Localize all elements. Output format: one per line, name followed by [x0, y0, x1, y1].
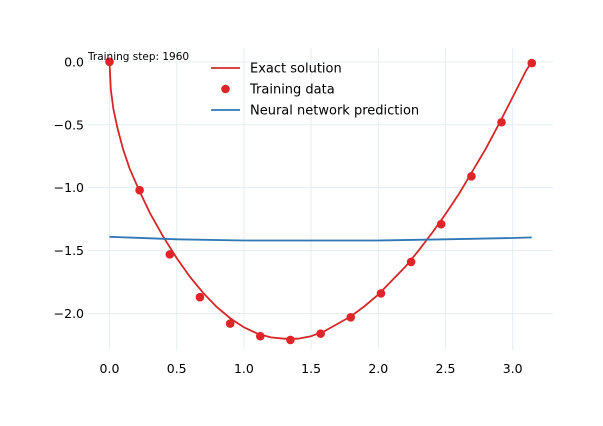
- y-tick-label: −0.5: [54, 117, 84, 132]
- legend-label: Training data: [249, 83, 335, 98]
- x-tick-label: 1.5: [301, 361, 321, 376]
- legend-label: Exact solution: [250, 62, 342, 77]
- training-data-point: [135, 185, 144, 195]
- training-data-point: [286, 335, 295, 345]
- training-data-point: [255, 331, 265, 341]
- x-tick-label: 2.5: [436, 361, 456, 376]
- training-data-point: [497, 117, 506, 127]
- training-data-point: [467, 172, 476, 181]
- y-tick-label: −2.0: [54, 306, 84, 321]
- training-data-point: [165, 250, 175, 259]
- x-tick-label: 2.0: [368, 361, 388, 376]
- training-data-point: [105, 57, 114, 67]
- training-data-point: [527, 58, 537, 68]
- x-axis-ticks: 0.0 0.5 1.0 1.5 2.0 2.5 3.0: [100, 361, 523, 376]
- legend: Exact solution Training data Neural networ…: [211, 62, 419, 119]
- training-data-point: [316, 329, 325, 338]
- y-tick-label: −1.0: [54, 180, 84, 195]
- training-step-annotation: Training step: 1960: [87, 51, 189, 63]
- training-data-point: [195, 292, 205, 302]
- x-tick-label: 3.0: [503, 361, 523, 376]
- training-data-point: [225, 319, 235, 328]
- legend-label: Neural network prediction: [250, 104, 419, 119]
- x-tick-label: 1.0: [234, 361, 254, 376]
- training-data-point: [376, 289, 386, 298]
- x-tick-label: 0.5: [167, 361, 187, 376]
- grid: [88, 48, 553, 350]
- training-data-point: [436, 219, 446, 229]
- legend-swatch-marker: [221, 84, 230, 94]
- y-tick-label: 0.0: [64, 54, 84, 69]
- training-data-point: [346, 312, 356, 322]
- series-layer: [105, 57, 537, 345]
- neural-network-prediction-line: [109, 235, 532, 242]
- x-tick-label: 0.0: [100, 361, 120, 376]
- y-tick-label: −1.5: [54, 243, 84, 258]
- y-axis-ticks: 0.0 −0.5 −1.0 −1.5 −2.0: [54, 54, 84, 321]
- training-data-point: [406, 257, 416, 267]
